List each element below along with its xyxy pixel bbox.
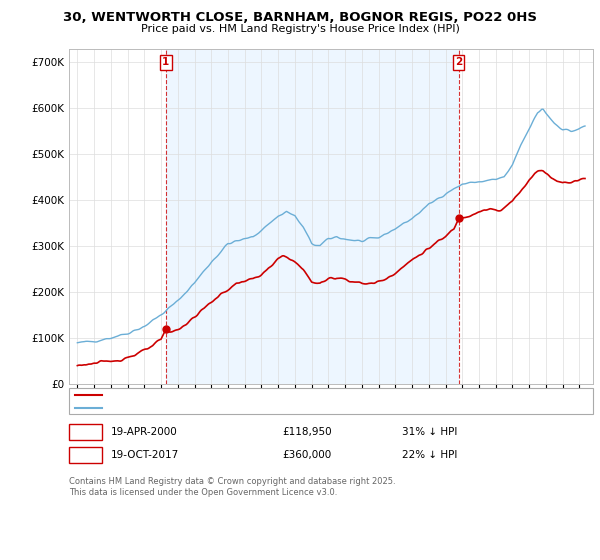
- Text: 2: 2: [455, 58, 463, 68]
- Text: 2: 2: [82, 450, 89, 460]
- Text: 30, WENTWORTH CLOSE, BARNHAM, BOGNOR REGIS, PO22 0HS: 30, WENTWORTH CLOSE, BARNHAM, BOGNOR REG…: [63, 11, 537, 24]
- Text: 31% ↓ HPI: 31% ↓ HPI: [402, 427, 457, 437]
- Text: HPI: Average price, detached house, Arun: HPI: Average price, detached house, Arun: [108, 403, 307, 412]
- Text: £118,950: £118,950: [282, 427, 332, 437]
- Bar: [166, 49, 459, 384]
- Text: Contains HM Land Registry data © Crown copyright and database right 2025.
This d: Contains HM Land Registry data © Crown c…: [69, 477, 395, 497]
- Text: 1: 1: [82, 427, 89, 437]
- Text: 19-APR-2000: 19-APR-2000: [111, 427, 178, 437]
- Text: 30, WENTWORTH CLOSE, BARNHAM, BOGNOR REGIS, PO22 0HS (detached house): 30, WENTWORTH CLOSE, BARNHAM, BOGNOR REG…: [108, 390, 497, 399]
- Text: Price paid vs. HM Land Registry's House Price Index (HPI): Price paid vs. HM Land Registry's House …: [140, 24, 460, 34]
- Text: 19-OCT-2017: 19-OCT-2017: [111, 450, 179, 460]
- Text: 22% ↓ HPI: 22% ↓ HPI: [402, 450, 457, 460]
- Text: £360,000: £360,000: [282, 450, 331, 460]
- Text: 1: 1: [162, 58, 170, 68]
